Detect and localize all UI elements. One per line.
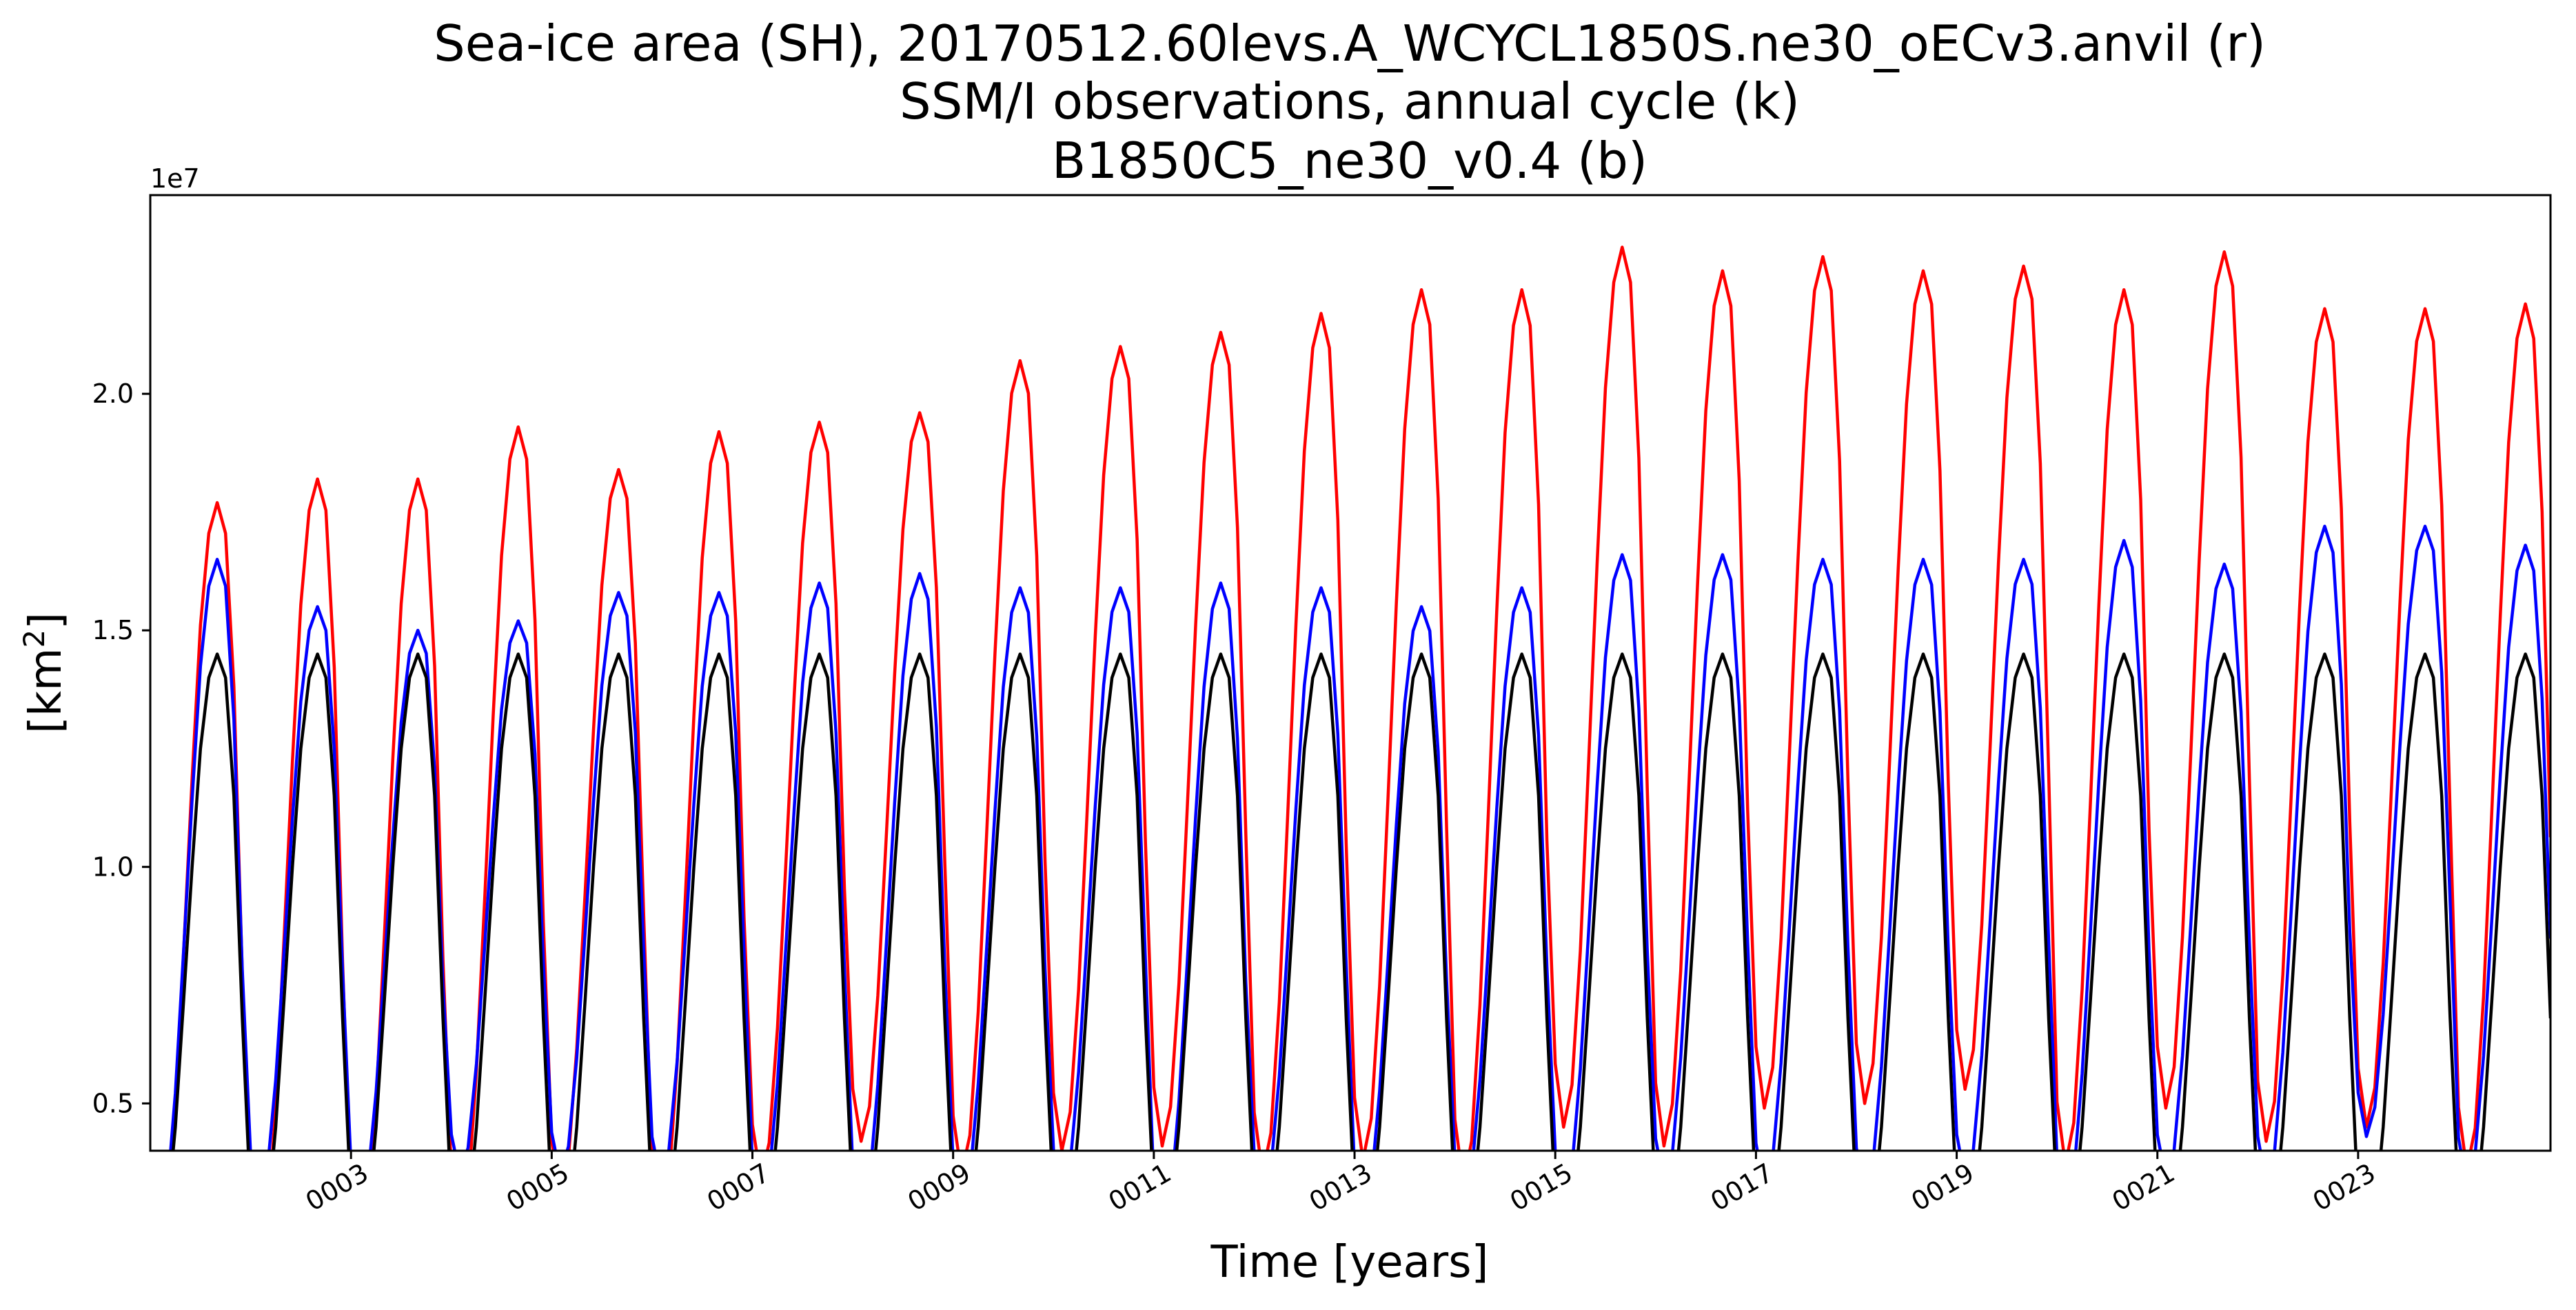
- y-tick-label: 1.0: [92, 852, 134, 882]
- y-axis-ticks: 0.5 1.0 1.5 2.0: [92, 379, 150, 1118]
- series-line-k: [171, 652, 2550, 1151]
- plot-frame: [149, 194, 2552, 1152]
- chart-title: Sea-ice area (SH), 20170512.60levs.A_WCY…: [434, 14, 2266, 190]
- x-tick-label: 0009: [902, 1158, 975, 1217]
- y-axis-label-end: ]: [21, 612, 72, 629]
- series-line-b: [169, 525, 2550, 1151]
- y-tick-label: 1.5: [92, 615, 134, 645]
- x-axis-label: Time [years]: [1210, 1237, 1488, 1288]
- series-group: [169, 245, 2550, 1151]
- y-tick-label: 0.5: [92, 1088, 134, 1118]
- y-tick-label: 2.0: [92, 379, 134, 409]
- x-tick-label: 0005: [501, 1158, 574, 1217]
- x-tick-label: 0021: [2107, 1158, 2180, 1217]
- plot-area: [149, 194, 2552, 1152]
- x-tick-label: 0007: [702, 1158, 775, 1217]
- x-tick-label: 0011: [1104, 1158, 1177, 1217]
- x-tick-label: 0015: [1505, 1158, 1578, 1217]
- y-axis-label-sup: 2: [17, 629, 51, 648]
- x-tick-label: 0019: [1906, 1158, 1979, 1217]
- title-line-1: Sea-ice area (SH), 20170512.60levs.A_WCY…: [434, 14, 2266, 72]
- y-axis-label-base: [km: [21, 648, 72, 734]
- title-line-3: B1850C5_ne30_v0.4 (b): [1052, 132, 1647, 190]
- y-axis-offset-label: 1e7: [150, 163, 200, 194]
- title-line-2: SSM/I observations, annual cycle (k): [900, 72, 1800, 130]
- x-tick-label: 0017: [1705, 1158, 1778, 1217]
- x-tick-label: 0023: [2308, 1158, 2381, 1217]
- y-axis-label: [km2]: [17, 612, 72, 734]
- x-axis-ticks: 0003 0005 0007 0009 0011 0013 0015 0017 0019 0021…: [301, 1151, 2380, 1217]
- x-tick-label: 0013: [1304, 1158, 1377, 1217]
- x-tick-label: 0003: [301, 1158, 374, 1217]
